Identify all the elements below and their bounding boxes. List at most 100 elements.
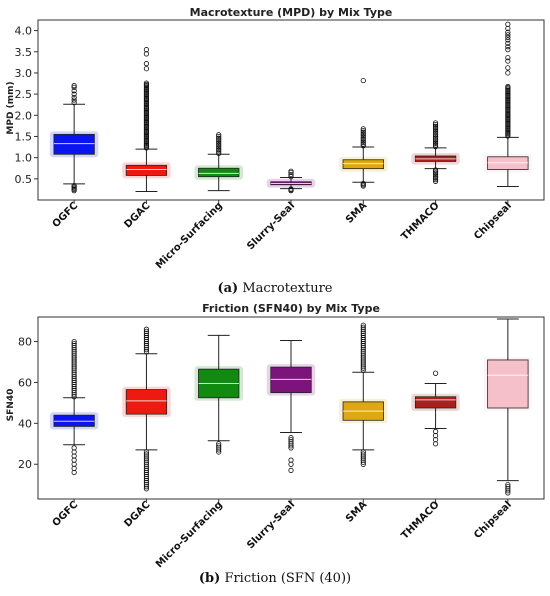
chart-a-y-tick-label: 3.5 <box>15 46 33 59</box>
outlier-point <box>505 40 511 46</box>
chart-a-x-tick-label: Micro-Surfacing <box>154 200 225 271</box>
outlier-point <box>432 133 439 140</box>
outlier-point <box>71 340 77 347</box>
outlier-point <box>143 61 150 67</box>
chart-a-y-ticks: 0.5 1.0 1.5 2.0 2.5 3.0 3.5 4.0 <box>15 25 38 186</box>
chart-a-y-tick-label: 2.5 <box>15 88 33 101</box>
outlier-point <box>505 58 511 64</box>
outlier-point <box>505 34 511 40</box>
chart-b-y-tick-label: 80 <box>18 336 32 349</box>
outlier-point <box>505 44 511 50</box>
caption-b: (b) Friction (SFN (40)) <box>199 571 351 586</box>
outlier-point <box>360 133 366 139</box>
outlier-point <box>71 97 77 103</box>
chart-b-x-tick-label: Micro-Surfacing <box>154 499 225 570</box>
chart-a-y-tick-label: 1.0 <box>15 152 33 165</box>
outlier-point <box>505 32 511 38</box>
outlier-point <box>360 139 366 145</box>
outlier-point <box>216 135 222 141</box>
outlier-point <box>71 88 77 94</box>
box-iqr <box>270 366 312 394</box>
outlier-point <box>505 21 511 27</box>
outlier-point <box>143 66 150 72</box>
chart-a-y-tick-label: 1.5 <box>15 130 33 143</box>
outlier-point <box>71 183 77 189</box>
outlier-point <box>288 171 294 178</box>
outlier-point <box>505 83 511 90</box>
chart-a-box-ogfc <box>49 83 99 194</box>
chart-a-x-tick-label: SMA <box>344 200 370 226</box>
outlier-point <box>360 129 366 135</box>
outlier-point <box>505 55 511 61</box>
box-iqr <box>125 164 168 176</box>
outlier-point <box>432 428 439 435</box>
outlier-point <box>216 441 222 447</box>
box-iqr <box>53 133 95 155</box>
chart-b-x-tick-label: OGFC <box>51 499 81 529</box>
outlier-point <box>360 127 366 134</box>
outlier-point <box>432 175 439 181</box>
outlier-point <box>505 65 511 71</box>
outlier-point <box>288 168 294 174</box>
outlier-point <box>432 122 439 128</box>
box-iqr <box>198 167 240 178</box>
outlier-point <box>505 484 511 490</box>
chart-b-x-tick-label: DGAC <box>122 499 152 529</box>
outlier-point <box>288 437 294 443</box>
chart-a-title: Macrotexture (MPD) by Mix Type <box>190 6 393 19</box>
outlier-point <box>432 178 439 184</box>
outlier-point <box>288 435 294 441</box>
outlier-point <box>143 328 150 334</box>
chart-a-x-tick-label: OGFC <box>51 200 81 230</box>
outlier-point <box>432 144 439 150</box>
chart-a-marks <box>49 21 533 194</box>
outlier-point <box>432 138 439 145</box>
box-iqr <box>342 159 384 170</box>
outlier-point <box>216 140 222 146</box>
chart-a-box-micro-surfacing <box>194 132 243 192</box>
caption-b-text: Friction (SFN (40)) <box>224 571 351 586</box>
outlier-point <box>505 29 511 35</box>
chart-b-x-tick-label: THMACO <box>399 499 441 541</box>
outlier-point <box>71 84 77 90</box>
outlier-point <box>216 142 222 148</box>
chart-b-box-slurry-seal <box>266 340 316 473</box>
chart-b-x-tick-label: Chipseal <box>472 499 514 541</box>
chart-b-x-tick-label: Slurry-Seal <box>245 499 297 551</box>
outlier-point <box>432 135 439 141</box>
outlier-point <box>143 449 150 455</box>
outlier-point <box>288 457 294 463</box>
chart-a-box-chipseal <box>483 21 533 187</box>
chart-panel-a: Macrotexture (MPD) by Mix Type MPD (mm) … <box>6 6 545 296</box>
caption-a: (a) Macrotexture <box>217 281 332 296</box>
outlier-point <box>432 370 439 376</box>
chart-a-x-tick-label: Slurry-Seal <box>245 200 297 252</box>
outlier-point <box>143 451 150 457</box>
outlier-point <box>216 150 222 157</box>
chart-a-x-tick-label: THMACO <box>399 200 441 242</box>
outlier-point <box>360 136 366 142</box>
outlier-point <box>360 138 366 144</box>
outlier-point <box>360 77 366 84</box>
chart-a-x-ticks: OGFC DGAC Micro-Surfacing Slurry-Seal SMA THM… <box>51 200 514 271</box>
chart-b-title: Friction (SFN40) by Mix Type <box>202 302 380 315</box>
outlier-point <box>216 147 222 153</box>
outlier-point <box>432 130 439 136</box>
chart-a-y-tick-label: 0.5 <box>15 173 33 186</box>
box-iqr <box>125 389 168 415</box>
chart-b-y-axis-label: SFN40 <box>6 389 16 422</box>
outlier-point <box>71 83 77 89</box>
chart-b-marks <box>49 318 533 496</box>
outlier-point <box>216 138 222 145</box>
chart-b-box-micro-surfacing <box>194 334 243 455</box>
outlier-point <box>432 120 439 126</box>
box-iqr <box>414 396 457 409</box>
outlier-point <box>360 180 366 187</box>
outlier-point <box>143 51 150 57</box>
outlier-point <box>216 145 222 151</box>
outlier-point <box>71 91 77 97</box>
chart-a-x-tick-label: Chipseal <box>472 200 514 242</box>
chart-b-box-thmaco <box>411 370 460 447</box>
outlier-point <box>216 133 222 140</box>
